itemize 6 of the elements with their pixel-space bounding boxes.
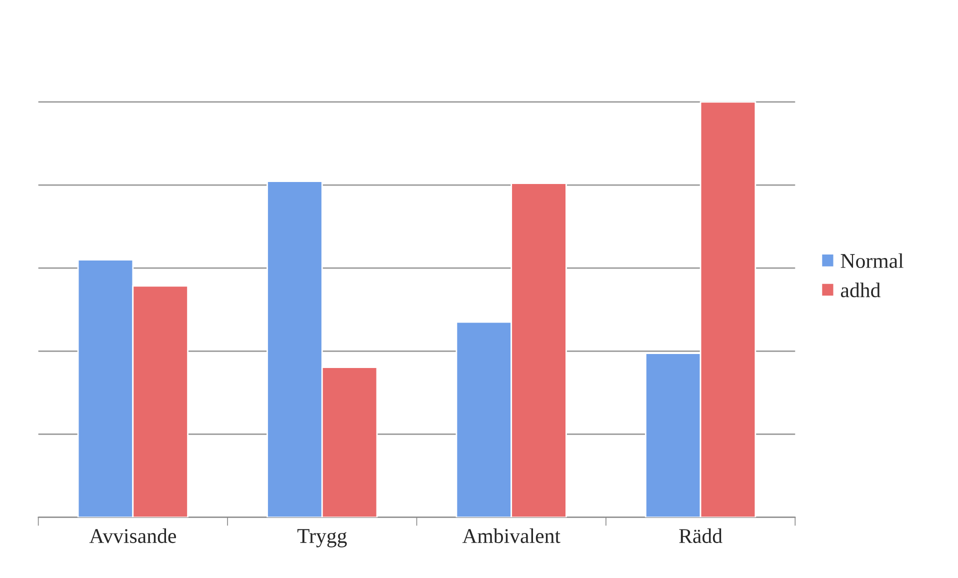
x-tick-label: Trygg — [297, 529, 347, 548]
x-tick-label: Ambivalent — [462, 528, 560, 544]
x-tick-label: Rädd — [679, 528, 722, 544]
legend-label: adhd — [840, 282, 880, 298]
x-tick-label: Avvisande — [89, 528, 176, 544]
legend-label: Normal — [840, 253, 904, 268]
